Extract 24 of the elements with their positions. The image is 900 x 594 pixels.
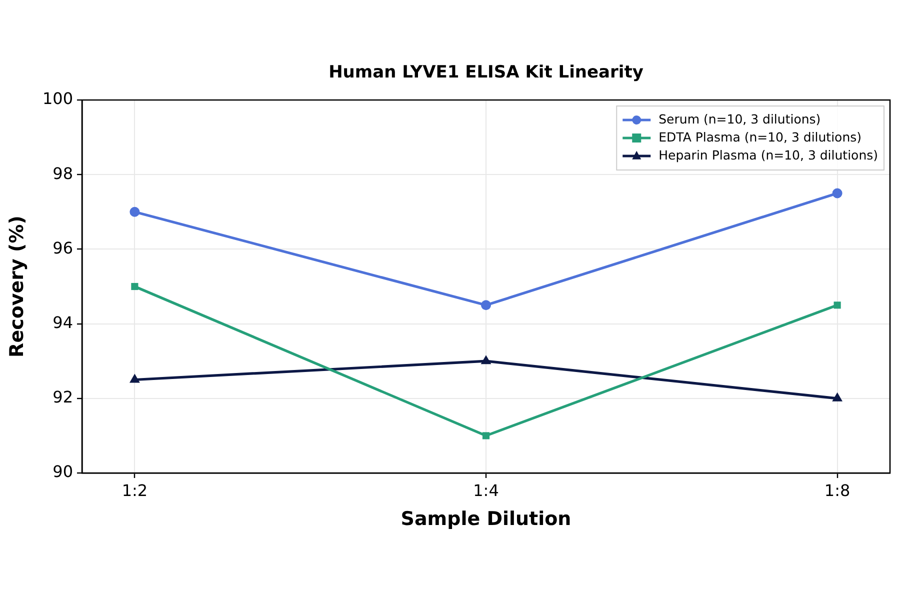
y-tick-label: 98 — [52, 164, 73, 183]
x-tick-label: 1:8 — [824, 480, 850, 500]
x-tick-label: 1:2 — [122, 480, 148, 500]
point — [130, 206, 140, 217]
point — [130, 374, 140, 383]
y-axis-title: Recovery (%) — [6, 216, 28, 358]
chart-title: Human LYVE1 ELISA Kit Linearity — [328, 62, 644, 82]
y-tick-label: 92 — [52, 388, 73, 407]
y-tick-label: 94 — [52, 312, 73, 332]
y-tick-label: 90 — [52, 462, 73, 482]
point — [832, 188, 842, 198]
x-axis-title: Sample Dilution — [400, 508, 572, 530]
point — [482, 432, 490, 440]
y-tick-label: 100 — [42, 89, 73, 108]
point — [832, 392, 842, 402]
point — [131, 282, 138, 290]
legend-label: Serum (n=10, 3 dilutions) — [658, 111, 821, 126]
point — [834, 302, 841, 309]
y-tick-label: 96 — [52, 238, 73, 258]
legend-label: Heparin Plasma (n=10, 3 dilutions) — [658, 147, 878, 162]
point — [481, 300, 491, 310]
point — [480, 355, 492, 364]
x-tick-label: 1:4 — [473, 480, 499, 500]
legend-label: EDTA Plasma (n=10, 3 dilutions) — [658, 129, 862, 144]
